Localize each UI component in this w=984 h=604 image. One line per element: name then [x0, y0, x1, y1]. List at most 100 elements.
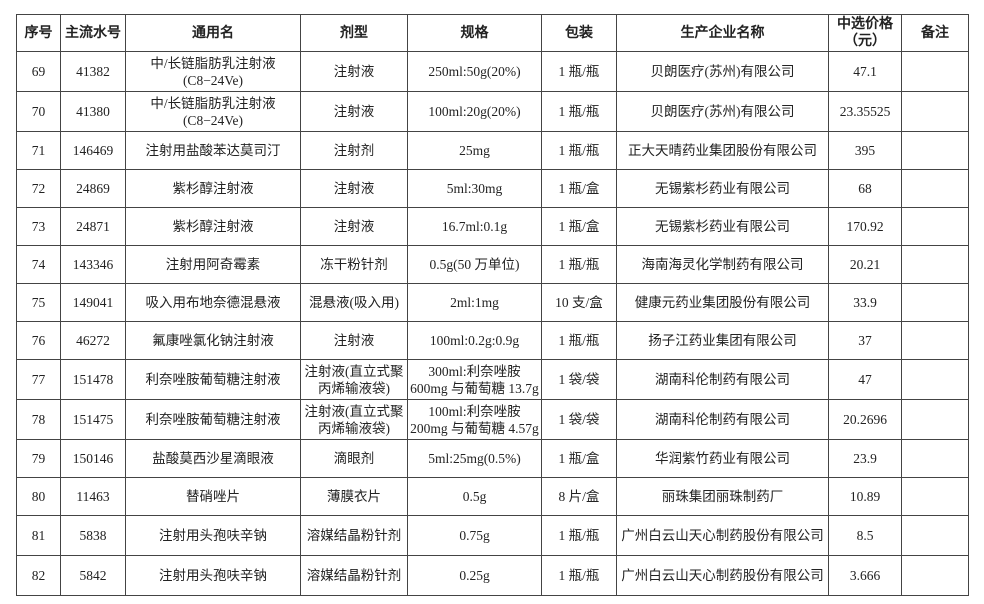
table-row: 79 150146 盐酸莫西沙星滴眼液 滴眼剂 5ml:25mg(0.5%) 1 瓶/盒华…: [16, 439, 969, 478]
cell-generic-name: 注射用阿奇霉素: [125, 245, 301, 284]
cell-manufacturer: 扬子江药业集团有限公司: [616, 321, 829, 360]
table-row: 74 143346 注射用阿奇霉素 冻干粉针剂 0.5g(50 万单位) 1 瓶/瓶 海南海…: [16, 245, 969, 284]
cell-generic-name: 注射用盐酸苯达莫司汀: [125, 131, 301, 170]
cell-remark: [901, 283, 969, 322]
cell-manufacturer: 贝朗医疗(苏州)有限公司: [616, 51, 829, 92]
drug-price-table: 序号 主流水号 通用名 剂型 规格 包装 生产企业名称 中选价格（元） 备注 69 41382 中/…: [16, 14, 969, 596]
cell-seq: 75: [16, 283, 61, 322]
cell-price: 68: [828, 169, 902, 208]
cell-generic-name: 注射用头孢呋辛钠: [125, 515, 301, 556]
cell-spec: 0.5g(50 万单位): [407, 245, 542, 284]
cell-remark: [901, 207, 969, 246]
cell-seq: 80: [16, 477, 61, 516]
cell-manufacturer: 丽珠集团丽珠制药厂: [616, 477, 829, 516]
cell-generic-name: 利奈唑胺葡萄糖注射液: [125, 399, 301, 440]
cell-dosage-form: 滴眼剂: [300, 439, 408, 478]
cell-seq: 71: [16, 131, 61, 170]
cell-spec: 5ml:30mg: [407, 169, 542, 208]
cell-package: 1 瓶/瓶: [541, 91, 617, 132]
cell-remark: [901, 245, 969, 284]
cell-spec: 25mg: [407, 131, 542, 170]
cell-seq: 81: [16, 515, 61, 556]
cell-serial-no: 149041: [60, 283, 126, 322]
cell-manufacturer: 健康元药业集团股份有限公司: [616, 283, 829, 322]
cell-price: 23.35525: [828, 91, 902, 132]
cell-serial-no: 41380: [60, 91, 126, 132]
cell-package: 1 瓶/瓶: [541, 555, 617, 596]
cell-price: 170.92: [828, 207, 902, 246]
cell-dosage-form: 注射液: [300, 207, 408, 246]
cell-spec: 100ml:0.2g:0.9g: [407, 321, 542, 360]
cell-serial-no: 150146: [60, 439, 126, 478]
cell-generic-name: 注射用头孢呋辛钠: [125, 555, 301, 596]
cell-seq: 82: [16, 555, 61, 596]
header-generic-name: 通用名: [125, 14, 301, 52]
cell-serial-no: 24871: [60, 207, 126, 246]
cell-manufacturer: 正大天晴药业集团股份有限公司: [616, 131, 829, 170]
cell-seq: 72: [16, 169, 61, 208]
table-row: 72 24869 紫杉醇注射液 注射液 5ml:30mg 1 瓶/盒 无锡紫杉药业有限公司 6…: [16, 169, 969, 208]
header-seq: 序号: [16, 14, 61, 52]
cell-dosage-form: 溶媒结晶粉针剂: [300, 515, 408, 556]
header-dosage-form: 剂型: [300, 14, 408, 52]
cell-spec: 250ml:50g(20%): [407, 51, 542, 92]
cell-dosage-form: 溶媒结晶粉针剂: [300, 555, 408, 596]
cell-dosage-form: 注射液: [300, 321, 408, 360]
cell-spec: 300ml:利奈唑胺 600mg 与葡萄糖 13.7g: [407, 359, 542, 400]
cell-serial-no: 143346: [60, 245, 126, 284]
cell-serial-no: 151475: [60, 399, 126, 440]
cell-package: 10 支/盒: [541, 283, 617, 322]
cell-serial-no: 46272: [60, 321, 126, 360]
cell-seq: 70: [16, 91, 61, 132]
cell-dosage-form: 冻干粉针剂: [300, 245, 408, 284]
cell-package: 1 袋/袋: [541, 359, 617, 400]
header-price: 中选价格（元）: [828, 14, 902, 52]
table-row: 71 146469 注射用盐酸苯达莫司汀 注射剂 25mg 1 瓶/瓶 正大天晴药业集团股份…: [16, 131, 969, 170]
table-row: 73 24871 紫杉醇注射液 注射液 16.7ml:0.1g 1 瓶/盒 无锡紫杉药业有限…: [16, 207, 969, 246]
cell-remark: [901, 399, 969, 440]
cell-generic-name: 利奈唑胺葡萄糖注射液: [125, 359, 301, 400]
cell-dosage-form: 注射液: [300, 91, 408, 132]
cell-manufacturer: 广州白云山天心制药股份有限公司: [616, 515, 829, 556]
cell-dosage-form: 注射液(直立式聚丙烯输液袋): [300, 359, 408, 400]
cell-manufacturer: 贝朗医疗(苏州)有限公司: [616, 91, 829, 132]
cell-price: 47: [828, 359, 902, 400]
cell-price: 395: [828, 131, 902, 170]
cell-price: 10.89: [828, 477, 902, 516]
cell-spec: 100ml:利奈唑胺 200mg 与葡萄糖 4.57g: [407, 399, 542, 440]
cell-serial-no: 41382: [60, 51, 126, 92]
cell-spec: 2ml:1mg: [407, 283, 542, 322]
cell-spec: 0.75g: [407, 515, 542, 556]
cell-manufacturer: 海南海灵化学制药有限公司: [616, 245, 829, 284]
cell-dosage-form: 混悬液(吸入用): [300, 283, 408, 322]
cell-remark: [901, 169, 969, 208]
cell-generic-name: 氟康唑氯化钠注射液: [125, 321, 301, 360]
cell-dosage-form: 注射剂: [300, 131, 408, 170]
cell-manufacturer: 湖南科伦制药有限公司: [616, 399, 829, 440]
cell-manufacturer: 华润紫竹药业有限公司: [616, 439, 829, 478]
cell-remark: [901, 359, 969, 400]
cell-spec: 0.5g: [407, 477, 542, 516]
cell-price: 8.5: [828, 515, 902, 556]
cell-remark: [901, 321, 969, 360]
cell-package: 1 瓶/瓶: [541, 321, 617, 360]
cell-price: 20.21: [828, 245, 902, 284]
cell-remark: [901, 515, 969, 556]
header-manufacturer: 生产企业名称: [616, 14, 829, 52]
cell-spec: 0.25g: [407, 555, 542, 596]
table-row: 69 41382 中/长链脂肪乳注射液(C8−24Ve) 注射液 250ml:50g(2…: [16, 51, 969, 92]
cell-dosage-form: 注射液(直立式聚丙烯输液袋): [300, 399, 408, 440]
cell-remark: [901, 477, 969, 516]
cell-remark: [901, 439, 969, 478]
cell-generic-name: 替硝唑片: [125, 477, 301, 516]
cell-manufacturer: 无锡紫杉药业有限公司: [616, 169, 829, 208]
cell-price: 37: [828, 321, 902, 360]
table-row: 75 149041 吸入用布地奈德混悬液 混悬液(吸入用) 2ml:1mg 10 支/盒健…: [16, 283, 969, 322]
table-row: 80 11463 替硝唑片 薄膜衣片 0.5g 8 片/盒 丽珠集团丽珠制药厂 10.89: [16, 477, 969, 516]
cell-price: 23.9: [828, 439, 902, 478]
cell-seq: 79: [16, 439, 61, 478]
table-row: 81 5838 注射用头孢呋辛钠 溶媒结晶粉针剂 0.75g 1 瓶/瓶 广州白云山天心制药…: [16, 515, 969, 556]
cell-remark: [901, 51, 969, 92]
cell-generic-name: 中/长链脂肪乳注射液(C8−24Ve): [125, 91, 301, 132]
cell-package: 1 瓶/瓶: [541, 131, 617, 170]
